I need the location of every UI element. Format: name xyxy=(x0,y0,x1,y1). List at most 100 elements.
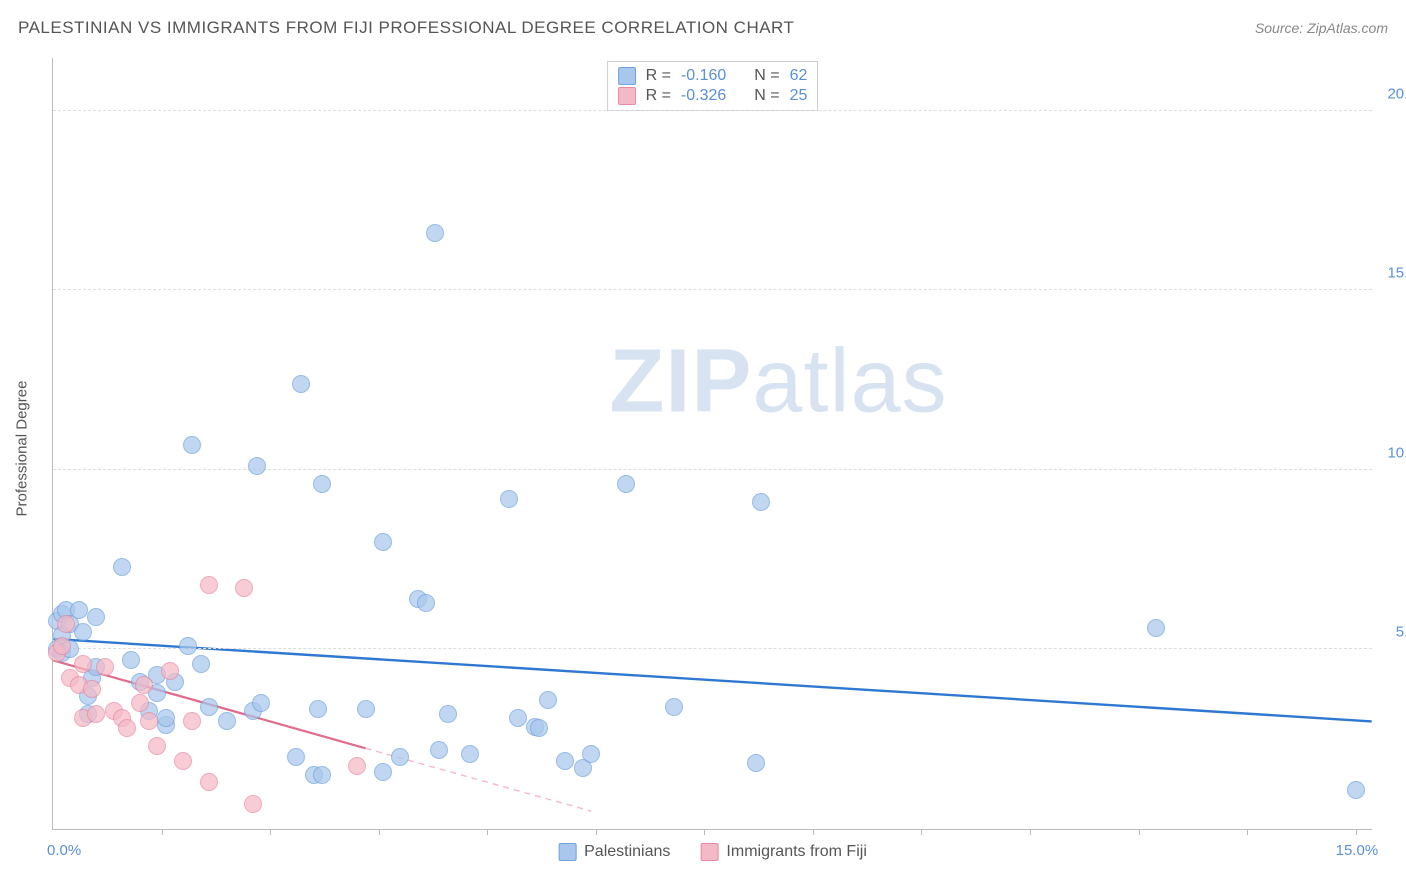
n-label: N = xyxy=(754,87,779,105)
legend: Palestinians Immigrants from Fiji xyxy=(558,843,867,861)
x-tick xyxy=(921,829,922,835)
x-tick xyxy=(1356,829,1357,835)
data-point xyxy=(509,709,527,727)
data-point xyxy=(53,637,71,655)
data-point xyxy=(313,766,331,784)
legend-label: Immigrants from Fiji xyxy=(726,843,866,861)
correlation-stats-box: R = -0.160 N = 62 R = -0.326 N = 25 xyxy=(607,61,819,111)
data-point xyxy=(430,741,448,759)
y-tick-label: 20.0% xyxy=(1387,85,1406,102)
data-point xyxy=(74,623,92,641)
data-point xyxy=(235,579,253,597)
data-point xyxy=(439,705,457,723)
data-point xyxy=(74,655,92,673)
data-point xyxy=(244,795,262,813)
data-point xyxy=(192,655,210,673)
data-point xyxy=(200,576,218,594)
data-point xyxy=(161,662,179,680)
data-point xyxy=(391,748,409,766)
data-point xyxy=(122,651,140,669)
x-tick-label: 15.0% xyxy=(1336,842,1379,859)
data-point xyxy=(70,601,88,619)
series-swatch xyxy=(558,843,576,861)
legend-label: Palestinians xyxy=(584,843,670,861)
data-point xyxy=(200,773,218,791)
data-point xyxy=(148,737,166,755)
n-label: N = xyxy=(754,67,779,85)
r-value: -0.160 xyxy=(681,67,726,85)
r-value: -0.326 xyxy=(681,87,726,105)
x-tick xyxy=(1139,829,1140,835)
data-point xyxy=(417,594,435,612)
data-point xyxy=(313,475,331,493)
data-point xyxy=(287,748,305,766)
stat-row: R = -0.326 N = 25 xyxy=(618,86,808,106)
n-value: 25 xyxy=(790,87,808,105)
gridline xyxy=(53,648,1372,649)
data-point xyxy=(292,375,310,393)
data-point xyxy=(665,698,683,716)
x-tick xyxy=(379,829,380,835)
r-label: R = xyxy=(646,87,671,105)
data-point xyxy=(140,712,158,730)
data-point xyxy=(500,490,518,508)
data-point xyxy=(252,694,270,712)
chart-title: PALESTINIAN VS IMMIGRANTS FROM FIJI PROF… xyxy=(18,18,794,38)
data-point xyxy=(348,757,366,775)
y-tick-label: 5.0% xyxy=(1396,624,1406,641)
x-tick xyxy=(704,829,705,835)
data-point xyxy=(200,698,218,716)
scatter-plot: ZIPatlas R =-0.160N =62R =-0.326N =25 Pa… xyxy=(52,58,1372,830)
data-point xyxy=(183,712,201,730)
data-point xyxy=(157,709,175,727)
data-point xyxy=(530,719,548,737)
legend-item: Immigrants from Fiji xyxy=(700,843,866,861)
data-point xyxy=(747,754,765,772)
data-point xyxy=(582,745,600,763)
data-point xyxy=(617,475,635,493)
data-point xyxy=(174,752,192,770)
data-point xyxy=(183,436,201,454)
data-point xyxy=(113,558,131,576)
data-point xyxy=(57,615,75,633)
x-tick xyxy=(813,829,814,835)
x-tick xyxy=(1247,829,1248,835)
data-point xyxy=(218,712,236,730)
data-point xyxy=(248,457,266,475)
gridline xyxy=(53,289,1372,290)
series-swatch xyxy=(618,67,636,85)
data-point xyxy=(309,700,327,718)
n-value: 62 xyxy=(790,67,808,85)
series-swatch xyxy=(618,87,636,105)
data-point xyxy=(1347,781,1365,799)
data-point xyxy=(83,680,101,698)
x-tick-label: 0.0% xyxy=(47,842,81,859)
series-swatch xyxy=(700,843,718,861)
data-point xyxy=(357,700,375,718)
x-tick xyxy=(596,829,597,835)
data-point xyxy=(118,719,136,737)
data-point xyxy=(374,763,392,781)
data-point xyxy=(179,637,197,655)
stat-row: R = -0.160 N = 62 xyxy=(618,66,808,86)
x-tick xyxy=(1030,829,1031,835)
data-point xyxy=(1147,619,1165,637)
source-attribution: Source: ZipAtlas.com xyxy=(1255,20,1388,36)
y-tick-label: 15.0% xyxy=(1387,265,1406,282)
data-point xyxy=(556,752,574,770)
data-point xyxy=(131,694,149,712)
data-point xyxy=(752,493,770,511)
data-point xyxy=(426,224,444,242)
data-point xyxy=(87,608,105,626)
legend-item: Palestinians xyxy=(558,843,670,861)
gridline xyxy=(53,110,1372,111)
y-tick-label: 10.0% xyxy=(1387,444,1406,461)
x-tick xyxy=(487,829,488,835)
r-label: R = xyxy=(646,67,671,85)
y-axis-title: Professional Degree xyxy=(14,381,31,517)
data-point xyxy=(374,533,392,551)
data-point xyxy=(135,676,153,694)
data-point xyxy=(461,745,479,763)
data-point xyxy=(96,658,114,676)
data-point xyxy=(87,705,105,723)
